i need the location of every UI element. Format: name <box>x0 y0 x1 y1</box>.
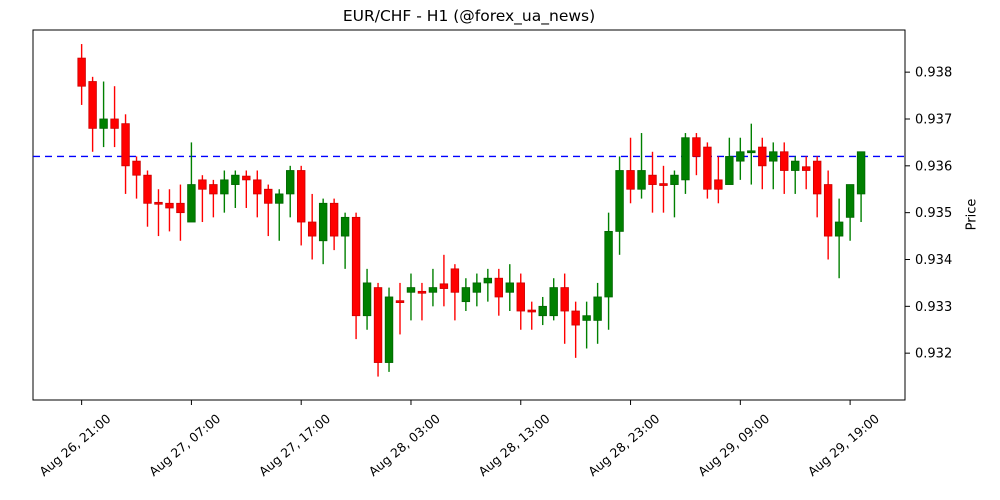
candle-body <box>296 170 306 223</box>
candle-body <box>384 296 394 363</box>
candle-body <box>340 216 350 237</box>
candle-body <box>483 277 493 284</box>
candle-body <box>626 170 635 190</box>
candle-body <box>362 282 372 317</box>
candle-body <box>747 150 756 154</box>
candle-body <box>725 156 734 185</box>
candle-body <box>307 221 317 237</box>
candle-body <box>527 309 536 313</box>
y-tick-label: 0.934 <box>915 253 952 268</box>
candle-body <box>395 300 405 303</box>
candle-body <box>648 174 657 185</box>
candle-body <box>198 179 207 190</box>
candle-body <box>286 170 295 195</box>
candle-body <box>77 57 86 87</box>
candle-body <box>88 81 97 129</box>
candle-body <box>560 287 569 312</box>
plot-border <box>32 29 906 401</box>
candle-body <box>318 202 328 242</box>
candle-body <box>121 123 130 167</box>
y-tick-label: 0.933 <box>915 300 952 315</box>
candle-body <box>692 137 701 157</box>
candle-body <box>681 137 690 181</box>
y-axis-label-text: Price <box>964 198 980 231</box>
candle-body <box>856 151 866 195</box>
candle-body <box>571 310 580 326</box>
candle-body <box>417 290 427 294</box>
candle-body <box>703 146 712 190</box>
candle-body <box>845 184 855 218</box>
candle-body <box>99 118 108 129</box>
candle-body <box>373 287 383 363</box>
candle-body <box>812 160 822 195</box>
candle-body <box>780 151 789 171</box>
candle-body <box>143 174 152 204</box>
candle-body <box>461 287 471 303</box>
candle-body <box>538 305 547 317</box>
candle-body <box>264 188 273 204</box>
y-tick-label: 0.932 <box>915 347 952 362</box>
candle-body <box>758 146 767 167</box>
candle-body <box>604 230 613 298</box>
candle-body <box>242 175 251 181</box>
candle-body <box>351 216 361 317</box>
candle-body <box>670 174 679 185</box>
candle-body <box>582 315 591 321</box>
candle-body <box>714 179 723 190</box>
candle-body <box>801 166 811 171</box>
candle-body <box>176 202 185 214</box>
chart-title: EUR/CHF - H1 (@forex_ua_news) <box>342 7 596 25</box>
candle-body <box>450 268 460 293</box>
candle-body <box>549 287 558 317</box>
y-tick-label: 0.937 <box>915 112 952 127</box>
candle-body <box>220 179 229 195</box>
candle-body <box>165 202 174 209</box>
candle-body <box>659 183 668 186</box>
candle-body <box>275 193 284 204</box>
y-tick-label: 0.938 <box>915 66 952 81</box>
candle-body <box>505 282 514 293</box>
candle-body <box>615 170 624 232</box>
candle-body <box>428 287 438 293</box>
y-tick-label: 0.935 <box>915 206 952 221</box>
candle-body <box>494 277 504 298</box>
candle-body <box>132 160 141 176</box>
candle-body <box>406 287 416 293</box>
candle-body <box>231 174 240 185</box>
candle-body <box>187 184 196 223</box>
candle-body <box>439 283 449 289</box>
candle-body <box>823 184 833 237</box>
candle-body <box>110 118 119 129</box>
candle-body <box>329 202 339 237</box>
candle-body <box>593 296 602 321</box>
candle-body <box>516 282 525 312</box>
candle-body <box>253 179 262 195</box>
candle-body <box>154 201 163 205</box>
candle-body <box>791 160 800 171</box>
candle-body <box>209 184 218 195</box>
candle-body <box>769 151 778 162</box>
candle-body <box>834 221 844 237</box>
candle-body <box>736 151 745 162</box>
y-tick-label: 0.936 <box>915 159 952 174</box>
candle-body <box>472 282 482 293</box>
candle-body <box>637 170 646 190</box>
